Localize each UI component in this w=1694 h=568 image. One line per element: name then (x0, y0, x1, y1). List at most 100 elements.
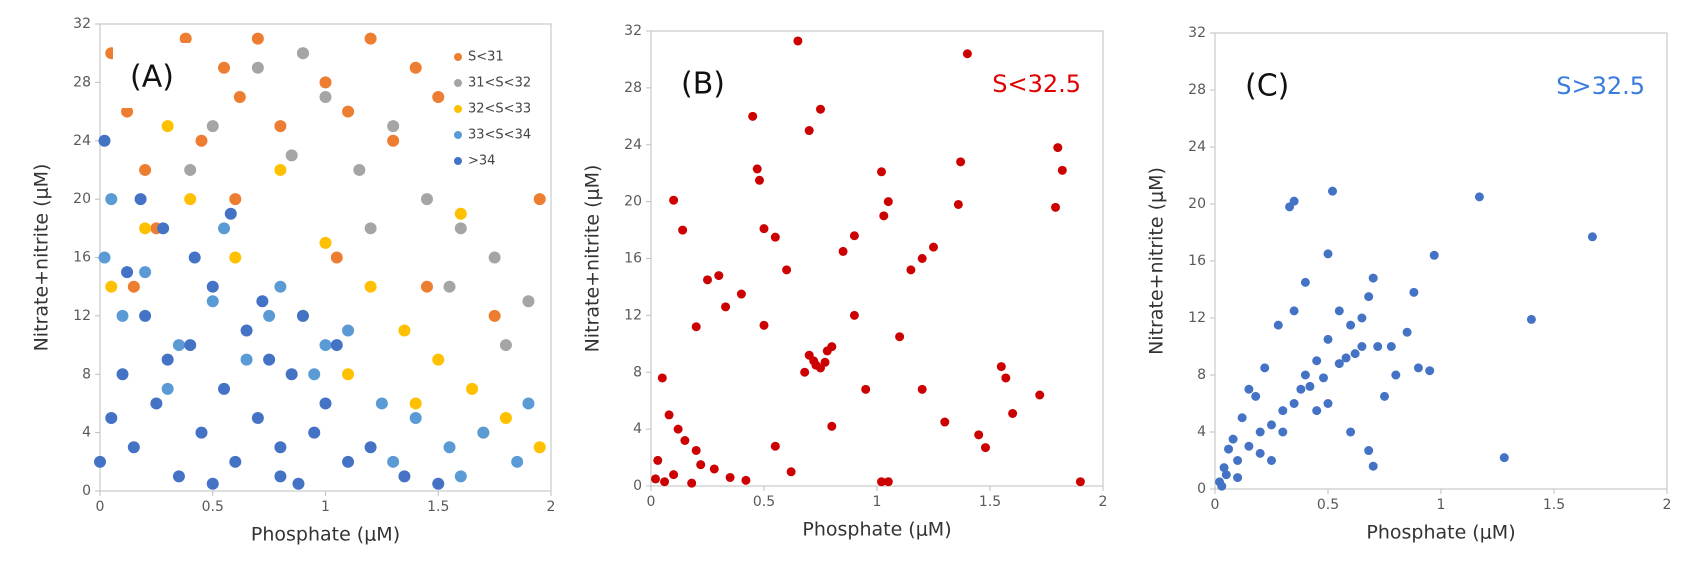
data-point (1328, 186, 1338, 196)
data-point (849, 231, 859, 241)
data-point (1255, 448, 1265, 458)
y-tick-label: 32 (1188, 25, 1206, 41)
data-point (342, 368, 355, 381)
data-point (308, 368, 321, 381)
data-point (1008, 408, 1018, 418)
data-point (319, 397, 332, 410)
data-point (811, 360, 821, 370)
data-point (1386, 342, 1396, 351)
x-tick-label: 1.5 (979, 494, 1001, 510)
data-point (1323, 399, 1333, 408)
data-point (98, 134, 111, 147)
x-tick-label: 0 (96, 499, 105, 515)
data-point (150, 397, 163, 410)
data-point (1289, 399, 1299, 408)
data-point (1228, 434, 1238, 444)
data-point (664, 410, 674, 420)
data-point (466, 382, 479, 395)
data-point (342, 105, 355, 118)
data-point (804, 126, 814, 136)
data-point (116, 368, 129, 381)
data-point (188, 251, 201, 264)
data-point (161, 382, 174, 395)
data-point (1318, 373, 1328, 383)
data-point (883, 477, 893, 487)
data-point (962, 49, 972, 59)
data-point (522, 397, 535, 410)
data-point (285, 368, 298, 381)
data-point (770, 441, 780, 451)
data-point (454, 470, 467, 483)
data-point (206, 120, 219, 133)
data-point (319, 90, 332, 103)
data-point (432, 353, 445, 366)
data-point (296, 309, 309, 322)
data-point (330, 251, 343, 264)
data-point (1364, 292, 1374, 302)
data-point (1217, 481, 1227, 491)
data-point (1368, 273, 1378, 283)
data-point (218, 382, 231, 395)
data-point (139, 309, 152, 322)
data-point (398, 324, 411, 337)
data-point (974, 430, 984, 440)
data-point (319, 339, 332, 352)
x-tick-label: 0.5 (202, 499, 224, 515)
y-tick-label: 24 (73, 133, 91, 149)
data-point (1296, 384, 1306, 394)
data-point (127, 441, 140, 454)
data-point (454, 207, 467, 220)
y-tick-label: 8 (633, 364, 642, 380)
x-tick-label: 1 (873, 494, 882, 510)
data-point (1289, 306, 1299, 316)
data-point (488, 251, 501, 264)
data-point (657, 373, 667, 383)
x-tick-label: 0.5 (1317, 497, 1339, 513)
data-point (330, 339, 343, 352)
y-axis-label: Nitrate+nitrite (μM) (31, 164, 53, 352)
data-point (454, 222, 467, 235)
data-point (660, 477, 670, 487)
y-tick-label: 0 (82, 483, 91, 499)
y-tick-label: 4 (1197, 424, 1206, 440)
data-point (195, 134, 208, 147)
data-point (827, 421, 837, 431)
y-tick-label: 24 (1188, 139, 1206, 155)
data-point (1260, 363, 1270, 373)
data-point (488, 309, 501, 322)
data-point (752, 164, 762, 174)
data-point (443, 280, 456, 293)
data-point (678, 225, 688, 235)
y-tick-label: 20 (624, 194, 642, 210)
data-point (786, 467, 796, 477)
data-point (1409, 287, 1419, 297)
data-point (533, 193, 546, 206)
x-tick-label: 2 (1663, 497, 1672, 513)
data-point (1323, 249, 1333, 259)
data-point (121, 105, 134, 118)
data-point (364, 441, 377, 454)
y-tick-label: 16 (1188, 253, 1206, 269)
data-point (296, 47, 309, 60)
data-point (1350, 349, 1360, 359)
data-point (206, 477, 219, 490)
data-point (229, 455, 242, 468)
data-point (387, 455, 400, 468)
data-point (240, 353, 253, 366)
data-point (1334, 306, 1344, 316)
data-point (233, 90, 246, 103)
data-point (669, 195, 679, 205)
data-point (218, 222, 231, 235)
data-point (256, 295, 269, 308)
data-point (274, 280, 287, 293)
data-point (953, 199, 963, 209)
data-point (364, 280, 377, 293)
data-point (1001, 373, 1011, 383)
data-point (1425, 366, 1435, 376)
data-point (1357, 342, 1367, 351)
y-tick-label: 12 (624, 307, 642, 323)
panel-label: (A) (130, 60, 174, 95)
data-point (1474, 192, 1484, 202)
data-point (274, 441, 287, 454)
legend-label: 33<S<34 (468, 128, 531, 143)
